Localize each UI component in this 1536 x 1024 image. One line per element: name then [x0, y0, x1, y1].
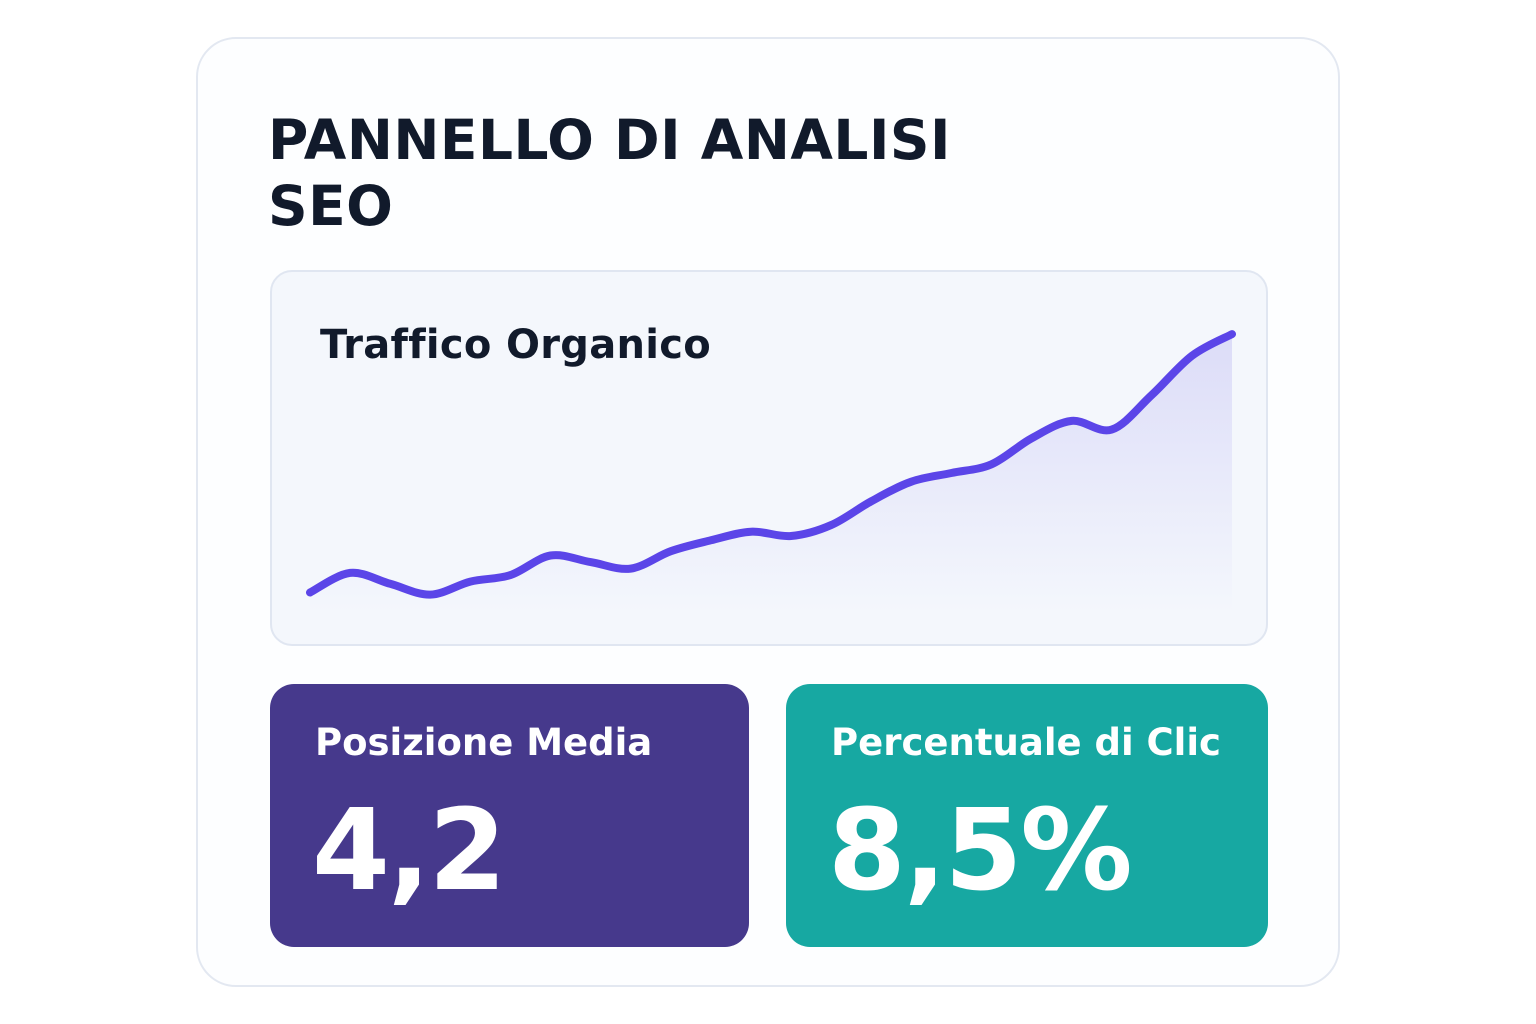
click-rate-card: Percentuale di Clic 8,5%	[786, 684, 1268, 947]
page-title: PANNELLO DI ANALISI SEO	[268, 108, 952, 238]
chart-title: Traffico Organico	[320, 322, 712, 368]
traffic-area	[310, 334, 1232, 612]
traffic-chart-card: Traffico Organico	[270, 270, 1268, 646]
dashboard-card: PANNELLO DI ANALISI SEO Traffico Organic…	[196, 37, 1340, 987]
average-position-label: Posizione Media	[315, 721, 653, 764]
traffic-line	[306, 330, 1236, 599]
click-rate-value: 8,5%	[828, 786, 1133, 916]
traffic-chart	[306, 330, 1236, 612]
average-position-value: 4,2	[312, 786, 506, 916]
average-position-card: Posizione Media 4,2	[270, 684, 749, 947]
click-rate-label: Percentuale di Clic	[831, 721, 1221, 764]
